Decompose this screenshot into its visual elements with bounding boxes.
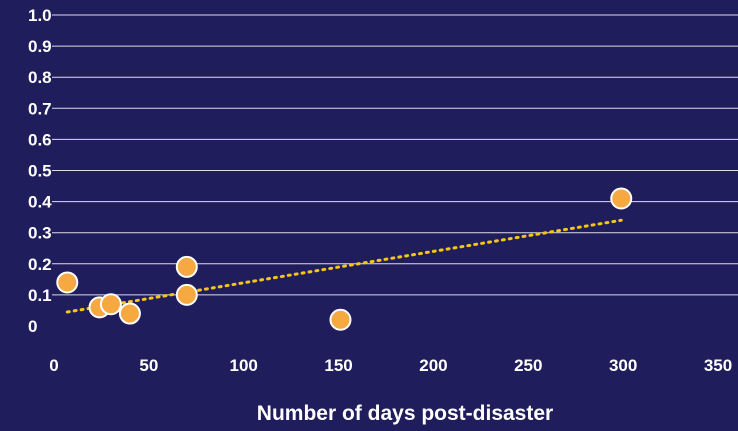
y-tick-label: 0.5: [28, 162, 52, 181]
x-tick-label: 100: [230, 356, 258, 375]
x-tick-label: 150: [324, 356, 352, 375]
grid-layer: [52, 14, 738, 296]
data-point: [99, 293, 122, 316]
y-tick-label: 0.6: [28, 130, 52, 149]
trendline: [65, 218, 623, 314]
data-point: [118, 302, 141, 325]
x-tick-label: 50: [139, 356, 158, 375]
x-axis-title: Number of days post-disaster: [257, 402, 553, 425]
x-tick-label: 250: [514, 356, 542, 375]
y-tick-label: 0.8: [28, 68, 52, 87]
y-tick-label: 0.7: [28, 99, 52, 118]
data-point: [56, 271, 79, 294]
data-point: [610, 187, 633, 210]
y-tick-label: 1.0: [28, 6, 52, 25]
trendline-layer: [65, 218, 623, 314]
y-tick-label: 0.4: [28, 193, 52, 212]
y-tick-label: 0.2: [28, 255, 52, 274]
x-tick-label: 300: [609, 356, 637, 375]
y-tick-label: 0.3: [28, 224, 52, 243]
x-tick-label: 200: [419, 356, 447, 375]
x-tick-label: 350: [704, 356, 732, 375]
x-tick-labels: 0 50 100 150 200 250 300 350: [49, 356, 732, 375]
y-tick-label: 0.1: [28, 286, 52, 305]
data-points: [56, 187, 633, 331]
y-tick-label: 0: [28, 317, 37, 336]
y-tick-labels: 0 0.1 0.2 0.3 0.4 0.5 0.6 0.7 0.8 0.9 1.0: [28, 6, 52, 336]
y-tick-label: 0.9: [28, 37, 52, 56]
data-point: [175, 255, 198, 278]
data-point: [175, 283, 198, 306]
data-point: [329, 308, 352, 331]
x-tick-label: 0: [49, 356, 58, 375]
